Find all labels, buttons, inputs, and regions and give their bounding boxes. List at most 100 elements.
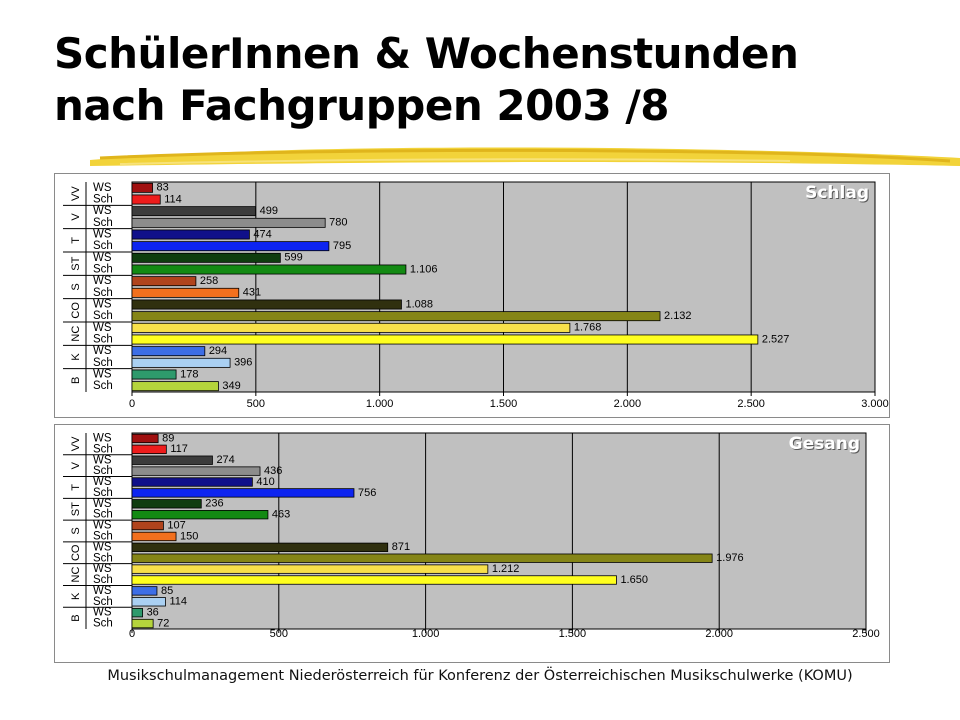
bar: [131, 276, 197, 287]
category-label: Sch: [93, 443, 113, 455]
category-label: Sch: [93, 380, 113, 392]
group-label: T: [70, 484, 82, 491]
bar: [131, 322, 571, 333]
x-tick-label: 0: [129, 398, 135, 410]
value-label: 274: [216, 454, 234, 466]
bar: [131, 206, 256, 217]
category-label: WS: [93, 275, 112, 287]
value-label: 114: [169, 596, 187, 608]
bar: [131, 488, 355, 498]
bar: [131, 229, 250, 240]
bar: [131, 466, 261, 476]
value-label: 294: [209, 345, 227, 357]
value-label: 89: [162, 432, 174, 444]
value-label: 150: [180, 530, 198, 542]
category-label: Sch: [93, 357, 113, 369]
value-label: 117: [170, 443, 188, 455]
title-line-2: nach Fachgruppen 2003 /8: [54, 81, 669, 130]
category-label: WS: [93, 607, 112, 619]
value-label: 795: [333, 240, 351, 252]
group-label: B: [70, 377, 82, 384]
value-label: 85: [161, 585, 173, 597]
value-label: 1.650: [620, 574, 648, 586]
x-tick-label: 500: [247, 398, 265, 410]
bar: [131, 433, 159, 444]
bar: [131, 346, 206, 357]
group-label: V: [70, 213, 82, 221]
value-label: 599: [284, 252, 302, 264]
bar: [131, 586, 158, 596]
bar: [131, 217, 326, 228]
group-label: ST: [70, 256, 82, 270]
bar: [131, 264, 407, 275]
x-tick-label: 2.000: [614, 398, 642, 410]
value-label: 2.527: [762, 333, 790, 345]
group-label: T: [70, 237, 82, 244]
category-label: Sch: [93, 465, 113, 477]
bar: [131, 608, 143, 618]
x-tick-label: 1.000: [366, 398, 394, 410]
value-label: 83: [157, 182, 169, 194]
value-label: 349: [222, 380, 240, 392]
panel-title-shadow: Schlag: [806, 184, 870, 204]
bar: [131, 311, 661, 322]
plot-area: [131, 432, 867, 630]
bar: [131, 287, 240, 298]
group-label: VV: [70, 436, 82, 451]
group-label: K: [70, 592, 82, 600]
chart-panel-schlag: 0 500 1.000 1.500 2.000 2.500 3.000 VV V T ST S CO NC…: [54, 173, 890, 418]
category-label: Sch: [93, 487, 113, 499]
value-label: 1.976: [716, 552, 744, 564]
category-label: Sch: [93, 334, 113, 346]
group-label: CO: [70, 302, 82, 319]
category-label: WS: [93, 205, 112, 217]
value-label: 410: [256, 476, 274, 488]
category-label: Sch: [93, 596, 113, 608]
bar: [131, 194, 161, 205]
x-tick-label: 0: [129, 628, 135, 640]
group-label: S: [70, 527, 82, 534]
category-label: WS: [93, 345, 112, 357]
panel-title-shadow: Gesang: [790, 435, 861, 455]
value-label: 474: [253, 228, 271, 240]
category-label: WS: [93, 585, 112, 597]
value-label: 871: [392, 541, 410, 553]
value-label: 436: [264, 465, 282, 477]
category-label: WS: [93, 229, 112, 241]
value-label: 396: [234, 357, 252, 369]
category-label: Sch: [93, 240, 113, 252]
category-label: Sch: [93, 574, 113, 586]
category-label: WS: [93, 432, 112, 444]
group-label: K: [70, 353, 82, 361]
value-label: 258: [200, 275, 218, 287]
category-label: WS: [93, 454, 112, 466]
category-label: WS: [93, 541, 112, 553]
brush-stroke-decoration: [90, 147, 960, 166]
group-label: V: [70, 461, 82, 469]
x-tick-label: 3.000: [861, 398, 889, 410]
x-tick-label: 2.500: [737, 398, 765, 410]
bar: [131, 455, 213, 465]
group-label: NC: [70, 326, 82, 342]
bar: [131, 520, 164, 531]
category-label: Sch: [93, 530, 113, 542]
value-label: 178: [180, 368, 198, 380]
bar: [131, 299, 402, 310]
group-label: NC: [70, 567, 82, 583]
value-label: 1.212: [492, 563, 520, 575]
bar-chart-schlag: 0 500 1.000 1.500 2.000 2.500 3.000VVVTSTSCONC…: [63, 181, 889, 410]
group-label: ST: [70, 502, 82, 516]
bar: [131, 334, 759, 345]
bar: [131, 597, 166, 607]
category-label: WS: [93, 476, 112, 488]
bar: [131, 381, 219, 392]
bar: [131, 618, 154, 629]
footer-credit: Musikschulmanagement Niederösterreich fü…: [107, 668, 853, 684]
bar: [131, 553, 713, 563]
value-label: 107: [167, 519, 185, 531]
slide-title: SchülerInnen & Wochenstunden nach Fachgr…: [54, 28, 799, 132]
value-label: 1.088: [405, 298, 433, 310]
bar: [131, 241, 330, 252]
x-tick-label: 1.000: [412, 628, 440, 640]
